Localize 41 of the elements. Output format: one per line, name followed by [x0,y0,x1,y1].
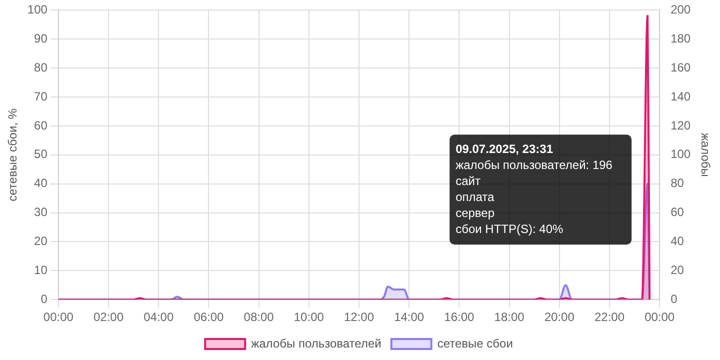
x-tick-label: 14:00 [394,310,424,324]
y-tick-label: 50 [34,147,48,162]
x-tick-label: 04:00 [144,310,174,324]
y2-tick-label: 100 [670,147,691,162]
annotation: 09.07.2025, 23:31 [456,142,554,156]
y-tick-label: 60 [34,118,48,132]
y-tick-label: 90 [34,31,48,46]
legend-label: сетевые сбои [437,336,513,350]
y-tick-label: 80 [34,60,48,74]
y2-axis-title: жалобы [698,132,712,177]
x-tick-label: 18:00 [494,310,525,324]
legend-label: жалобы пользователей [251,336,382,350]
x-tick-label: 10:00 [294,310,324,324]
y-tick-label: 10 [34,262,48,277]
y-axis-title: сетевые сбои, % [6,108,20,202]
x-tick-label: 22:00 [594,310,625,324]
y2-tick-label: 180 [670,31,691,46]
x-tick-label: 12:00 [344,310,374,324]
y2-tick-label: 160 [670,60,691,74]
y2-tick-label: 40 [670,234,684,248]
x-tick-label: 00:00 [43,310,74,324]
x-tick-label: 16:00 [444,310,475,324]
annotation: жалобы пользователей: 196 [456,158,613,172]
y-tick-label: 0 [40,292,48,306]
y2-tick-label: 60 [670,205,684,220]
y-tick-label: 100 [27,2,48,17]
y-tick-label: 40 [34,176,48,190]
x-tick-label: 20:00 [544,310,575,324]
x-tick-label: 06:00 [194,310,224,324]
y2-tick-label: 140 [670,89,691,104]
y2-tick-label: 0 [670,292,678,306]
x-tick-label: 02:00 [94,310,124,324]
y-tick-label: 20 [34,234,48,248]
y2-tick-label: 120 [670,118,691,132]
y-tick-label: 30 [34,205,48,220]
y2-tick-label: 20 [670,262,684,277]
y-tick-label: 70 [34,89,48,104]
y2-tick-label: 80 [670,176,684,190]
x-tick-label: 00:00 [644,310,675,324]
y2-tick-label: 200 [670,2,691,17]
x-tick-label: 08:00 [244,310,274,324]
